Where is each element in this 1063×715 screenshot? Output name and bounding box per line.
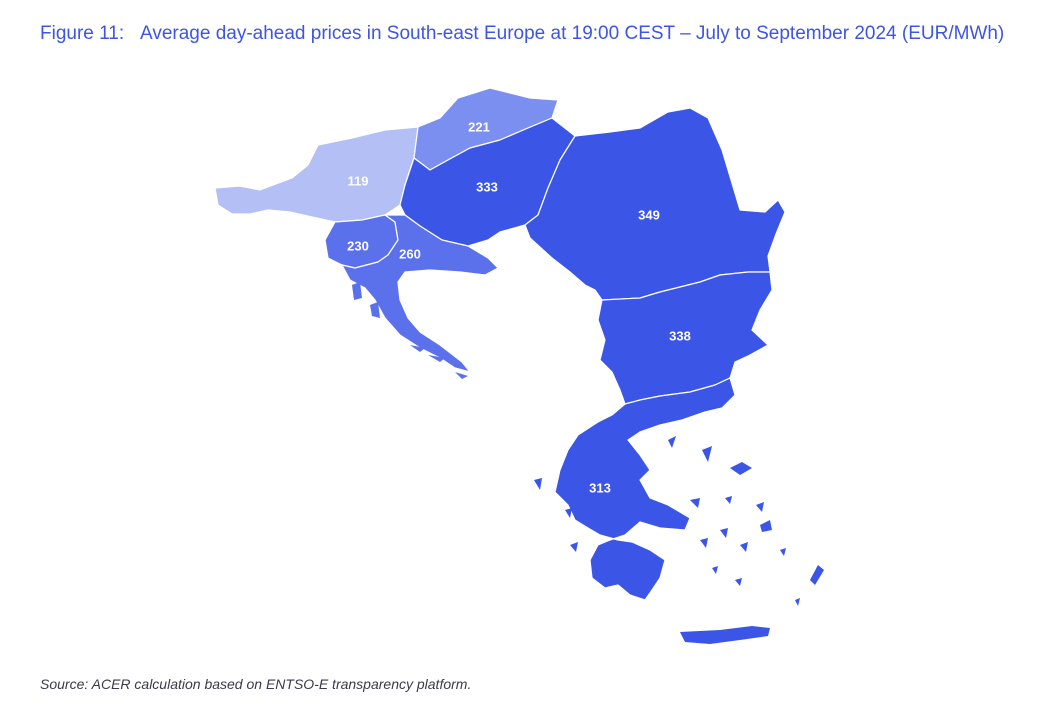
label-bulgaria: 338: [669, 328, 691, 343]
region-croatia-islands[interactable]: [352, 282, 468, 379]
label-greece: 313: [589, 480, 611, 495]
label-hungary: 333: [476, 179, 498, 194]
figure-label: Figure 11:: [40, 23, 125, 44]
region-bulgaria[interactable]: [597, 271, 773, 405]
source-note: Source: ACER calculation based on ENTSO-…: [40, 676, 472, 692]
region-austria[interactable]: [214, 126, 419, 223]
region-greece-islands[interactable]: [534, 436, 824, 644]
label-austria: 119: [348, 173, 369, 188]
region-greece[interactable]: [554, 377, 736, 601]
label-romania: 349: [638, 207, 660, 222]
figure-title: Average day-ahead prices in South-east E…: [140, 23, 1005, 44]
region-croatia[interactable]: [341, 214, 499, 373]
label-croatia: 260: [399, 246, 421, 261]
label-slovenia: 230: [347, 238, 369, 253]
figure-header: Figure 11: Average day-ahead prices in S…: [40, 22, 1020, 45]
label-slovakia: 221: [468, 119, 490, 134]
